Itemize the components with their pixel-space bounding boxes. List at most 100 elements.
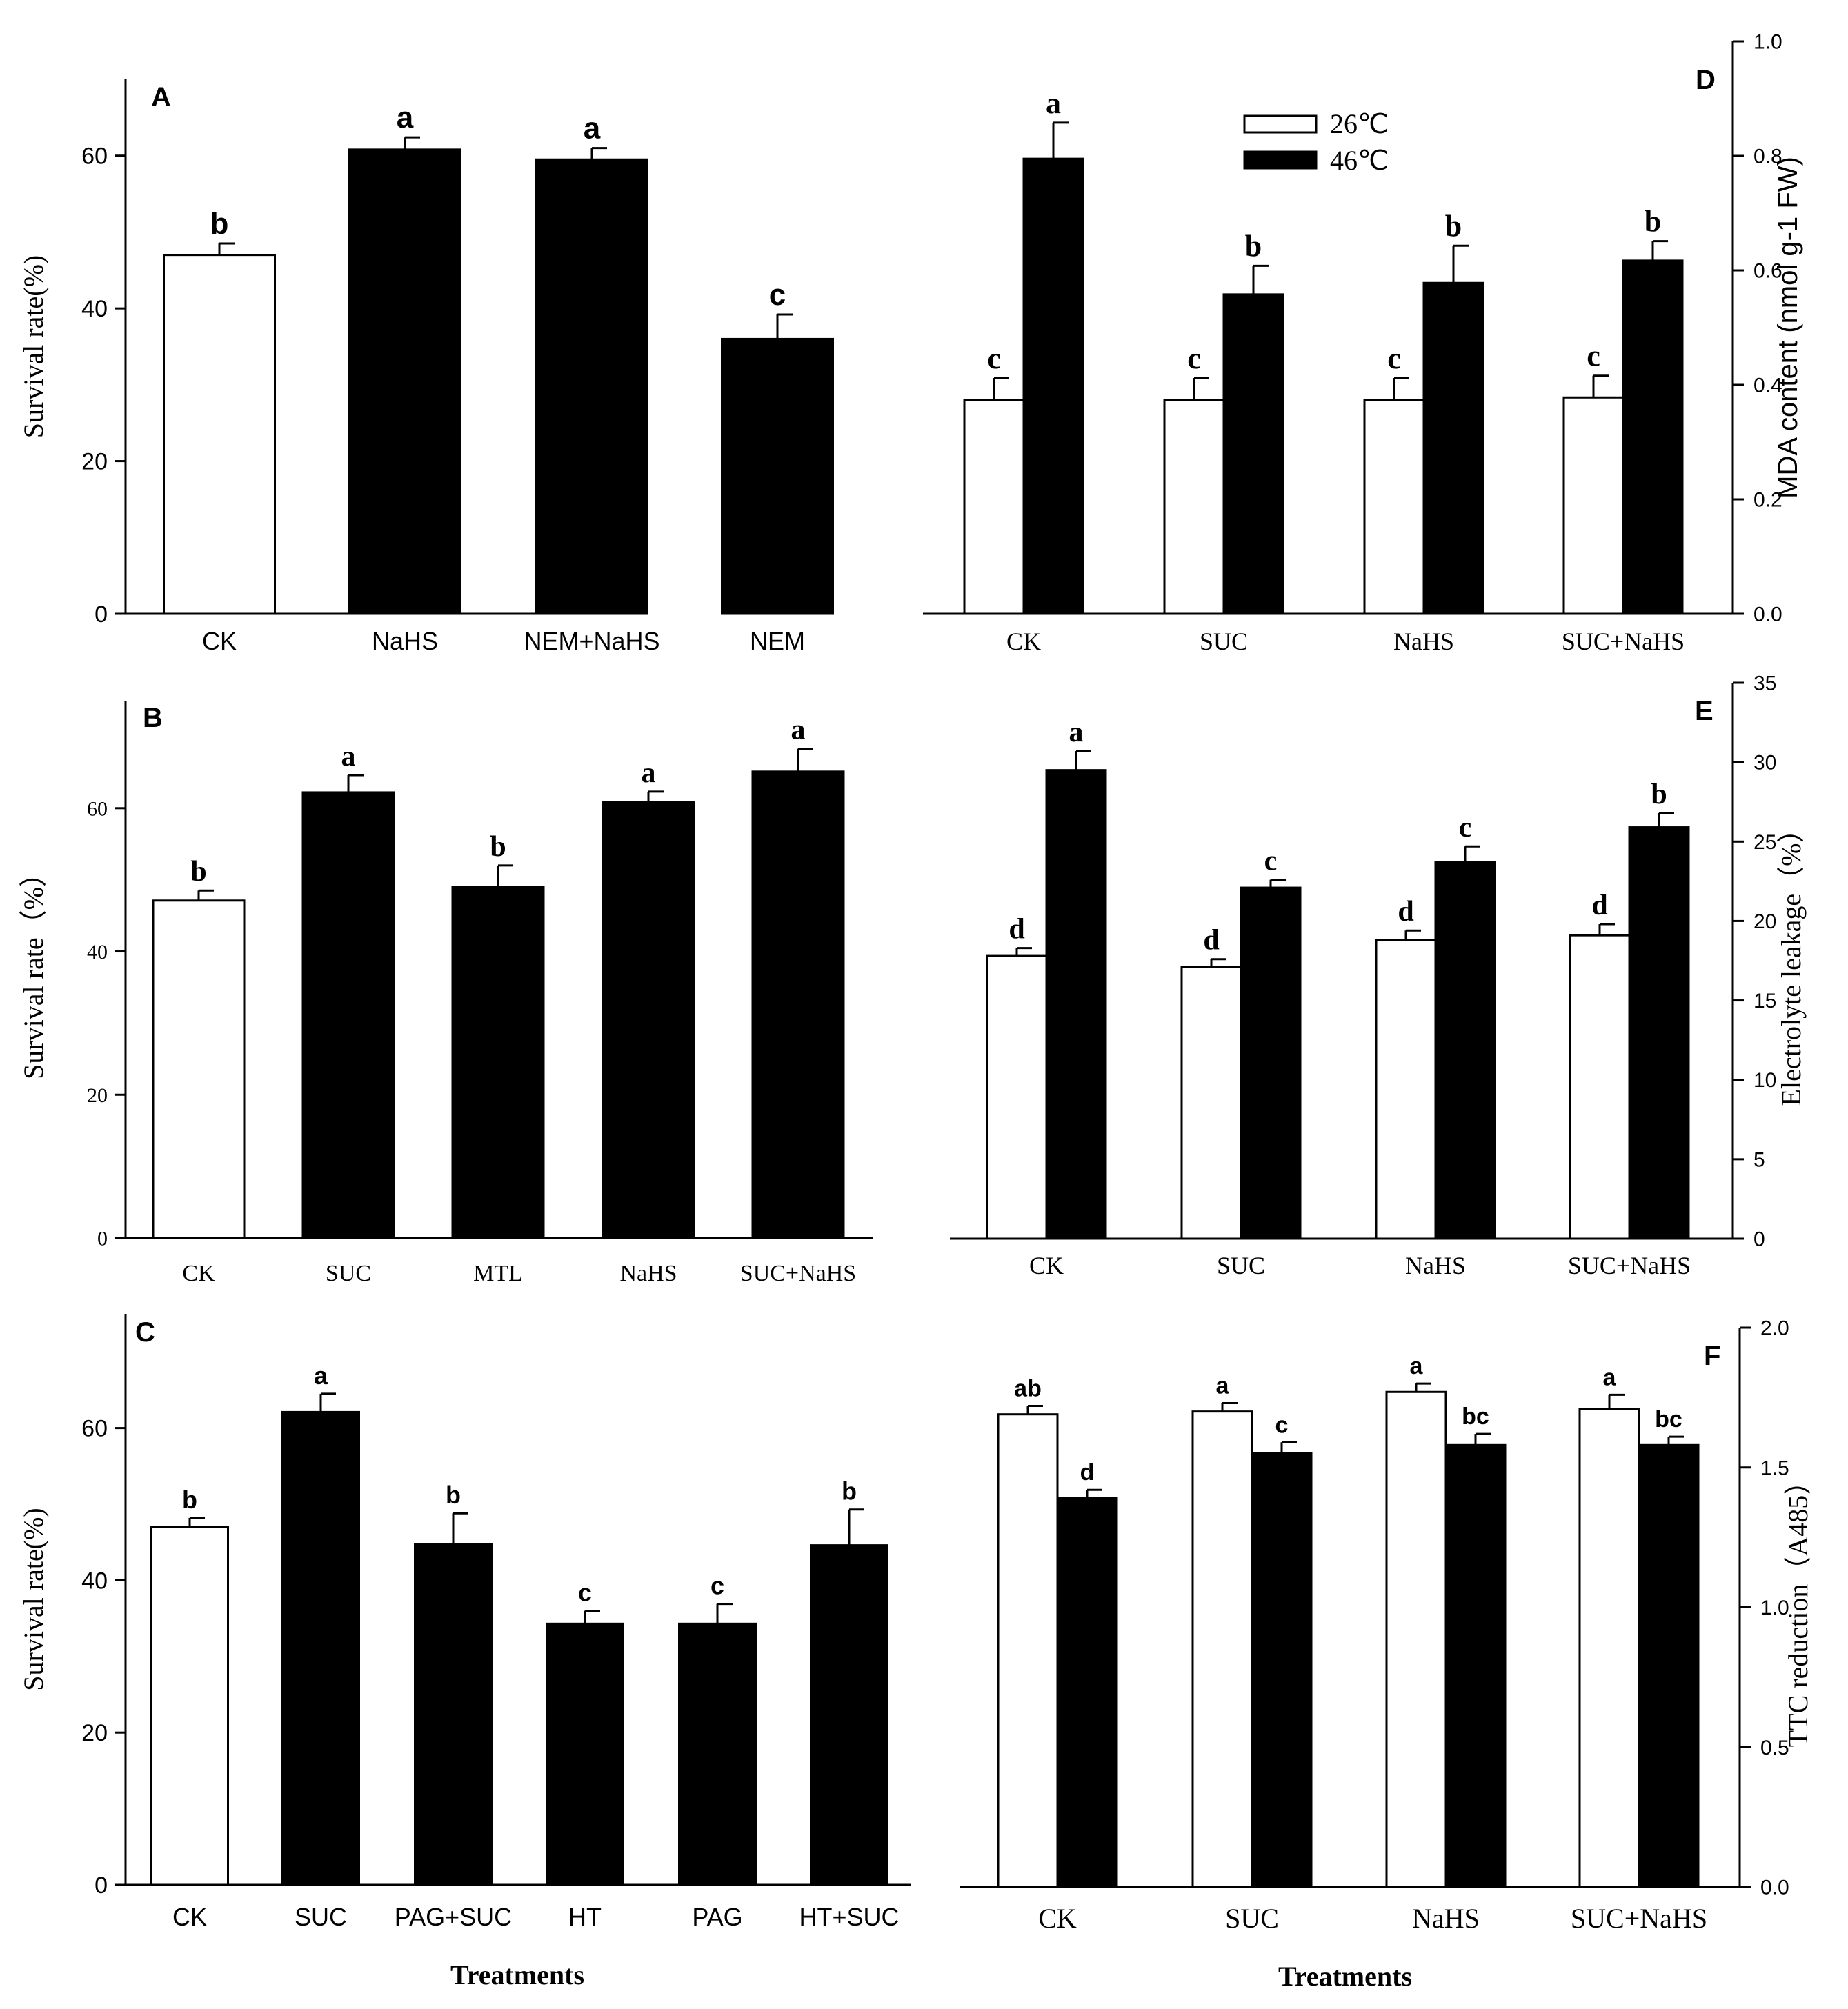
significance-letter: d: [1398, 896, 1413, 928]
significance-letter: b: [446, 1481, 461, 1509]
significance-letter: c: [1459, 812, 1472, 843]
y-tick-label: 35: [1753, 672, 1776, 695]
bar-c-5: [810, 1544, 888, 1886]
significance-letter: d: [1080, 1459, 1095, 1486]
legend-swatch-46c: [1243, 150, 1318, 170]
bar-b-2: [451, 886, 545, 1239]
significance-letter: a: [642, 757, 656, 789]
y-tick-label: 20: [87, 1084, 108, 1107]
significance-letter: b: [182, 1486, 197, 1514]
x-tick-label: CK: [1038, 1903, 1077, 1934]
y-tick-label: 40: [81, 296, 108, 322]
significance-letter: c: [578, 1579, 592, 1607]
bar-c-2: [414, 1543, 493, 1886]
y-tick-label: 20: [81, 1720, 108, 1746]
bar-b-3: [602, 801, 695, 1239]
y-tick-label: 1.5: [1760, 1457, 1789, 1479]
bar-f-46c-2: [1444, 1443, 1507, 1888]
x-tick-label: CK: [1029, 1252, 1064, 1279]
y-tick-label: 0.2: [1753, 489, 1782, 512]
panel-f: 0.0 0.5 1.0 1.5 2.0 TTC reduction（A485） F CK SUC…: [960, 1317, 1814, 1934]
x-tick-label: SUC: [295, 1903, 347, 1931]
x-axis-title-left: Treatments: [450, 1959, 584, 1990]
x-tick-label: CK: [202, 627, 237, 655]
bar-f-26c-0: [997, 1413, 1059, 1888]
y-axis-title: MDA content (nmol g-1 FW): [1773, 157, 1803, 499]
chart-panels: 0 20 40 60 Survival rate(%) A CK NaHS NEM+NaHS NE…: [18, 31, 1814, 1935]
bar-a-3: [721, 337, 834, 615]
y-tick-label: 15: [1753, 990, 1776, 1012]
significance-letter: c: [1275, 1412, 1289, 1438]
panel-label: B: [143, 703, 163, 733]
significance-letter: ab: [1014, 1376, 1042, 1402]
x-tick-label: NEM+NaHS: [524, 627, 659, 655]
significance-letter: b: [1651, 779, 1667, 810]
y-axis-title: TTC reduction（A485）: [1782, 1468, 1814, 1748]
panel-label: F: [1704, 1341, 1720, 1371]
significance-letter: b: [1245, 229, 1262, 263]
significance-letter: c: [711, 1572, 724, 1600]
significance-letter: a: [1216, 1372, 1230, 1399]
x-tick-label: SUC: [1200, 628, 1248, 655]
y-tick-label: 0: [95, 601, 108, 628]
significance-letter: c: [1387, 341, 1401, 375]
significance-letter: c: [1587, 339, 1600, 373]
y-tick-label: 2.0: [1760, 1317, 1789, 1340]
y-tick-label: 60: [81, 143, 108, 170]
bar-a-2: [535, 158, 648, 615]
x-tick-label: SUC: [1225, 1903, 1279, 1934]
x-tick-label: SUC+NaHS: [1568, 1252, 1691, 1279]
legend: 26℃ 46℃: [1243, 108, 1389, 176]
legend-label-26c: 26℃: [1330, 108, 1389, 139]
panel-label: D: [1696, 65, 1716, 95]
y-tick-label: 30: [1753, 752, 1776, 774]
bar-f-26c-3: [1578, 1408, 1640, 1888]
panel-label: A: [151, 82, 171, 112]
y-tick-label: 60: [87, 797, 108, 820]
significance-letter: c: [987, 341, 1001, 375]
bar-d-46c-0: [1022, 157, 1084, 615]
bar-e-26c-2: [1375, 939, 1437, 1240]
y-tick-label: 10: [1753, 1069, 1776, 1092]
x-tick-label: NaHS: [1405, 1252, 1466, 1279]
panel-a: 0 20 40 60 Survival rate(%) A CK NaHS NEM+NaHS NE…: [18, 79, 834, 655]
y-tick-label: 0: [1753, 1228, 1765, 1251]
bar-c-3: [546, 1622, 624, 1886]
significance-letter: a: [1410, 1353, 1424, 1379]
bar-c-1: [281, 1410, 360, 1886]
x-tick-label: PAG: [692, 1903, 742, 1931]
bar-b-1: [301, 791, 395, 1239]
significance-letter: b: [490, 831, 506, 863]
panel-b: 0 20 40 60 Survival rate（%） B CK SUC MTL NaHS SUC+…: [18, 701, 873, 1286]
significance-letter: d: [1591, 890, 1607, 921]
bar-e-46c-0: [1045, 769, 1107, 1240]
bar-d-46c-3: [1622, 259, 1684, 615]
bar-e-46c-1: [1240, 886, 1302, 1240]
y-axis-title: Survival rate(%): [18, 1508, 49, 1690]
bar-f-46c-3: [1638, 1443, 1700, 1888]
significance-letter: a: [397, 101, 414, 134]
y-tick-label: 0.6: [1753, 260, 1782, 283]
y-axis-title: Survival rate（%）: [18, 859, 49, 1079]
bar-d-46c-2: [1422, 281, 1484, 615]
bar-d-26c-3: [1562, 396, 1625, 615]
significance-letter: a: [1069, 717, 1084, 748]
panel-c: 0 20 40 60 Survival rate(%) C CK SUC PAG+SUC HT PA…: [18, 1314, 911, 1931]
significance-letter: a: [314, 1361, 328, 1390]
bar-e-26c-3: [1569, 934, 1631, 1240]
legend-swatch-26c: [1243, 114, 1318, 134]
bar-c-4: [678, 1622, 757, 1886]
panel-label: C: [135, 1317, 155, 1348]
x-tick-label: NaHS: [1412, 1903, 1480, 1934]
panel-label: E: [1695, 696, 1713, 726]
bar-b-4: [751, 770, 845, 1239]
bar-e-46c-3: [1628, 826, 1690, 1240]
significance-letter: c: [1187, 341, 1201, 375]
bar-a-1: [348, 148, 461, 615]
y-tick-label: 0.0: [1760, 1877, 1789, 1899]
significance-letter: a: [584, 112, 601, 146]
bar-e-26c-0: [986, 954, 1048, 1240]
x-tick-label: HT: [568, 1903, 602, 1931]
y-tick-label: 20: [1753, 910, 1776, 933]
y-tick-label: 0: [97, 1228, 108, 1250]
